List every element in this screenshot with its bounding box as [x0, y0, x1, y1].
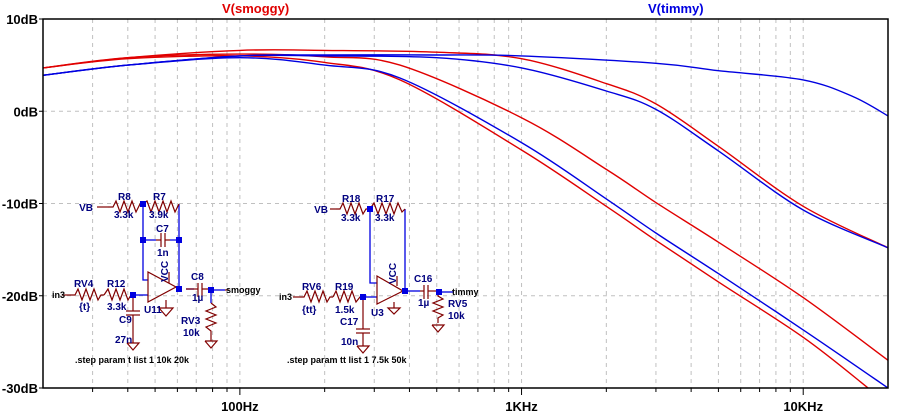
- junctions-timmy: [360, 206, 442, 300]
- label-c8: C8: [191, 272, 204, 283]
- label-r8: R8: [118, 192, 131, 203]
- ground-c17: [356, 345, 371, 354]
- x-tick-label: 10KHz: [783, 399, 823, 414]
- resistor-rv5: [431, 292, 445, 323]
- label-r7: R7: [153, 192, 166, 203]
- label-u11: U11: [144, 305, 162, 316]
- ground-rv3: [204, 340, 219, 349]
- trace-v-timmy-step-1[interactable]: [43, 54, 888, 117]
- x-tick-label: 100Hz: [221, 399, 259, 414]
- label-c16: C16: [414, 274, 433, 285]
- label-in3: in3: [52, 290, 65, 300]
- label-r12-value: 3.3k: [107, 302, 127, 313]
- trace-v-timmy-step-3[interactable]: [43, 56, 888, 388]
- y-tick-label: 0dB: [13, 104, 38, 119]
- label-smoggy: smoggy: [226, 285, 261, 295]
- label-r18: R18: [342, 194, 361, 205]
- trace-v-smoggy-step-3[interactable]: [43, 55, 869, 388]
- axes: 10dB 0dB -10dB -20dB -30dB 100Hz 1KHz 10KHz: [2, 12, 889, 414]
- label-rv3-value: 10k: [183, 328, 200, 339]
- label-timmy: timmy: [452, 287, 479, 297]
- ground-rv5: [431, 324, 446, 333]
- label-r12: R12: [107, 279, 126, 290]
- label-c9: C9: [119, 315, 132, 326]
- resistor-rv6: [300, 289, 333, 304]
- label-rv5-value: 10k: [448, 311, 465, 322]
- resistor-r7: [142, 199, 180, 214]
- label-rv6: RV6: [302, 282, 322, 293]
- trace-v-smoggy-step-1[interactable]: [43, 49, 888, 249]
- schematic-smoggy[interactable]: VB R8 3.3k R7 3.9k C7 1n VCC in3 RV4 {t}…: [52, 192, 261, 365]
- label-r19: R19: [335, 282, 354, 293]
- schematic-timmy[interactable]: VB R18 3.3k R17 3.3k VCC in3 RV6 {tt} R1…: [279, 194, 479, 365]
- ground-c9: [126, 342, 141, 351]
- label-c7-value: 1n: [157, 248, 169, 259]
- y-tick-label: -30dB: [2, 381, 38, 396]
- resistor-r17: [369, 201, 406, 216]
- label-rv4-value: {t}: [79, 302, 90, 313]
- directive-step-t[interactable]: .step param t list 1 10k 20k: [75, 355, 190, 365]
- label-rv6-value: {tt}: [302, 305, 317, 316]
- wires-timmy: [363, 209, 454, 298]
- label-vb-2: VB: [314, 205, 328, 216]
- resistor-r19: [332, 289, 363, 304]
- label-vcc-2: VCC: [388, 263, 399, 284]
- label-c9-value: 27n: [115, 335, 132, 346]
- directive-step-tt[interactable]: .step param tt list 1 7.5k 50k: [287, 355, 408, 365]
- grid: [43, 19, 888, 388]
- y-tick-label: 10dB: [6, 12, 38, 27]
- legend-v-smoggy[interactable]: V(smoggy): [222, 1, 290, 16]
- label-c7: C7: [156, 224, 169, 235]
- label-r17-value: 3.3k: [375, 213, 395, 224]
- junctions-smoggy: [130, 201, 214, 298]
- label-rv3: RV3: [181, 316, 201, 327]
- components-timmy: [293, 201, 446, 354]
- y-tick-label: -10dB: [2, 197, 38, 212]
- resistor-r8: [108, 199, 143, 214]
- resistor-rv4: [70, 287, 104, 302]
- components-smoggy: [62, 199, 229, 351]
- x-tick-label: 1KHz: [505, 399, 538, 414]
- legend-v-timmy[interactable]: V(timmy): [648, 1, 704, 16]
- label-r18-value: 3.3k: [341, 213, 361, 224]
- label-c17: C17: [340, 317, 359, 328]
- plot-frame: [42, 18, 889, 389]
- trace-v-timmy-step-2[interactable]: [43, 54, 888, 249]
- label-c16-value: 1µ: [418, 298, 430, 309]
- y-tick-label: -20dB: [2, 289, 38, 304]
- label-vcc: VCC: [160, 261, 171, 282]
- resistor-r12: [103, 287, 133, 302]
- resistor-r18: [336, 201, 370, 216]
- label-rv5: RV5: [448, 299, 468, 310]
- label-u3: U3: [371, 308, 384, 319]
- label-c17-value: 10n: [341, 337, 358, 348]
- label-r8-value: 3.3k: [114, 210, 134, 221]
- label-r17: R17: [376, 194, 395, 205]
- label-rv4: RV4: [74, 279, 94, 290]
- trace-v-smoggy-step-2[interactable]: [43, 53, 888, 361]
- label-r7-value: 3.9k: [149, 210, 169, 221]
- opamp-u3: [376, 274, 405, 305]
- label-r19-value: 1.5k: [335, 305, 355, 316]
- resistor-rv3: [204, 302, 218, 341]
- label-in3-2: in3: [279, 292, 292, 302]
- opamp-u11: [147, 270, 178, 304]
- traces: [43, 49, 888, 388]
- label-vb: VB: [79, 203, 93, 214]
- label-c8-value: 1µ: [192, 293, 204, 304]
